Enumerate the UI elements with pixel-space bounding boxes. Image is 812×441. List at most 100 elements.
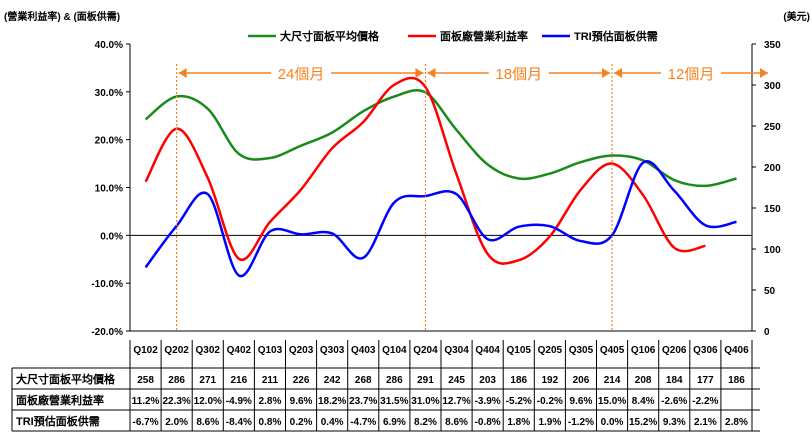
table-cell: 15.0% bbox=[598, 396, 626, 407]
x-tick-label: Q305 bbox=[569, 345, 594, 356]
table-cell: 208 bbox=[635, 375, 652, 386]
x-tick-label: Q102 bbox=[133, 345, 158, 356]
table-row-label: 面板廠營業利益率 bbox=[16, 393, 104, 407]
table-cell: 31.0% bbox=[411, 396, 439, 407]
series-line-2 bbox=[144, 160, 737, 278]
table-cell: 18.2% bbox=[318, 396, 346, 407]
table-cell: 9.6% bbox=[570, 396, 593, 407]
table-cell: 2.8% bbox=[725, 417, 748, 428]
table-cell: 268 bbox=[355, 375, 372, 386]
table-cell: -2.6% bbox=[661, 396, 687, 407]
table-cell: 216 bbox=[231, 375, 248, 386]
x-tick-label: Q204 bbox=[413, 345, 438, 356]
cycle-arrow-head-right bbox=[415, 68, 424, 78]
legend-label: TRI預估面板供需 bbox=[574, 29, 658, 43]
table-cell: 1.8% bbox=[507, 417, 530, 428]
cycle-label: 18個月 bbox=[495, 66, 542, 83]
right-tick-label: 250 bbox=[764, 122, 781, 133]
table-cell: -6.7% bbox=[132, 417, 158, 428]
table-cell: -4.7% bbox=[350, 417, 376, 428]
table-cell: 11.2% bbox=[132, 396, 160, 407]
x-tick-label: Q306 bbox=[693, 345, 718, 356]
right-tick-label: 300 bbox=[764, 81, 781, 92]
table-cell: -2.2% bbox=[692, 396, 718, 407]
table-cell: 12.7% bbox=[442, 396, 470, 407]
cycle-label: 24個月 bbox=[278, 66, 325, 83]
table-cell: -0.2% bbox=[537, 396, 563, 407]
table-cell: 0.8% bbox=[259, 417, 282, 428]
table-cell: 31.5% bbox=[380, 396, 408, 407]
table-cell: 226 bbox=[293, 375, 310, 386]
table-cell: 214 bbox=[604, 375, 621, 386]
table-cell: 192 bbox=[542, 375, 559, 386]
right-tick-label: 100 bbox=[764, 245, 781, 256]
left-tick-label: 40.0% bbox=[95, 40, 123, 51]
left-tick-label: 30.0% bbox=[95, 88, 123, 99]
x-tick-label: Q403 bbox=[351, 345, 376, 356]
table-cell: 0.0% bbox=[601, 417, 624, 428]
right-tick-label: 350 bbox=[764, 40, 781, 51]
table-row-label: 大尺寸面板平均價格 bbox=[16, 372, 116, 386]
cycle-arrow-head-left bbox=[178, 68, 187, 78]
left-tick-label: 10.0% bbox=[95, 184, 123, 195]
x-tick-label: Q203 bbox=[289, 345, 314, 356]
table-cell: 184 bbox=[666, 375, 683, 386]
table-cell: -8.4% bbox=[226, 417, 252, 428]
left-tick-label: -10.0% bbox=[91, 279, 123, 290]
x-tick-label: Q103 bbox=[258, 345, 283, 356]
x-tick-label: Q405 bbox=[600, 345, 625, 356]
table-cell: -3.9% bbox=[475, 396, 501, 407]
table-cell: 12.0% bbox=[194, 396, 222, 407]
table-cell: 203 bbox=[479, 375, 496, 386]
table-cell: 291 bbox=[417, 375, 434, 386]
cycle-arrow-head-right bbox=[602, 68, 611, 78]
series-line-0 bbox=[144, 88, 737, 188]
table-cell: 6.9% bbox=[383, 417, 406, 428]
table-cell: 2.8% bbox=[259, 396, 282, 407]
legend-label: 大尺寸面板平均價格 bbox=[280, 29, 380, 43]
x-tick-label: Q104 bbox=[382, 345, 407, 356]
table-cell: 2.1% bbox=[694, 417, 717, 428]
right-tick-label: 150 bbox=[764, 204, 781, 215]
cycle-arrow-head-left bbox=[614, 68, 623, 78]
right-tick-label: 0 bbox=[764, 327, 770, 338]
table-cell: 242 bbox=[324, 375, 341, 386]
table-cell: 258 bbox=[137, 375, 154, 386]
left-tick-label: -20.0% bbox=[91, 327, 123, 338]
table-cell: 1.9% bbox=[538, 417, 561, 428]
legend-label: 面板廠營業利益率 bbox=[440, 29, 528, 43]
table-cell: -5.2% bbox=[506, 396, 532, 407]
left-tick-label: 20.0% bbox=[95, 136, 123, 147]
table-cell: 8.6% bbox=[445, 417, 468, 428]
series-line-1 bbox=[144, 76, 706, 265]
table-cell: 271 bbox=[199, 375, 216, 386]
x-tick-label: Q202 bbox=[164, 345, 189, 356]
table-cell: -1.2% bbox=[568, 417, 594, 428]
table-cell: 15.2% bbox=[629, 417, 657, 428]
x-tick-label: Q402 bbox=[227, 345, 252, 356]
cycle-arrow-head-right bbox=[760, 68, 768, 78]
table-cell: 245 bbox=[448, 375, 465, 386]
x-tick-label: Q206 bbox=[662, 345, 687, 356]
table-cell: 23.7% bbox=[349, 396, 377, 407]
table-cell: 0.4% bbox=[321, 417, 344, 428]
table-cell: 0.2% bbox=[290, 417, 313, 428]
table-cell: 211 bbox=[262, 375, 279, 386]
table-cell: -0.8% bbox=[475, 417, 501, 428]
table-cell: 9.3% bbox=[663, 417, 686, 428]
table-cell: 8.6% bbox=[196, 417, 219, 428]
cycle-arrow-head-left bbox=[427, 68, 436, 78]
x-tick-label: Q302 bbox=[196, 345, 221, 356]
x-tick-label: Q303 bbox=[320, 345, 345, 356]
table-cell: 177 bbox=[697, 375, 714, 386]
table-cell: 8.4% bbox=[632, 396, 655, 407]
table-cell: 22.3% bbox=[162, 396, 190, 407]
right-tick-label: 50 bbox=[764, 286, 776, 297]
left-tick-label: 0.0% bbox=[100, 231, 123, 242]
x-tick-label: Q106 bbox=[631, 345, 656, 356]
table-row-label: TRI預估面板供需 bbox=[16, 414, 100, 428]
table-cell: 186 bbox=[728, 375, 745, 386]
x-tick-label: Q406 bbox=[724, 345, 749, 356]
cycle-label-bg bbox=[488, 63, 549, 83]
